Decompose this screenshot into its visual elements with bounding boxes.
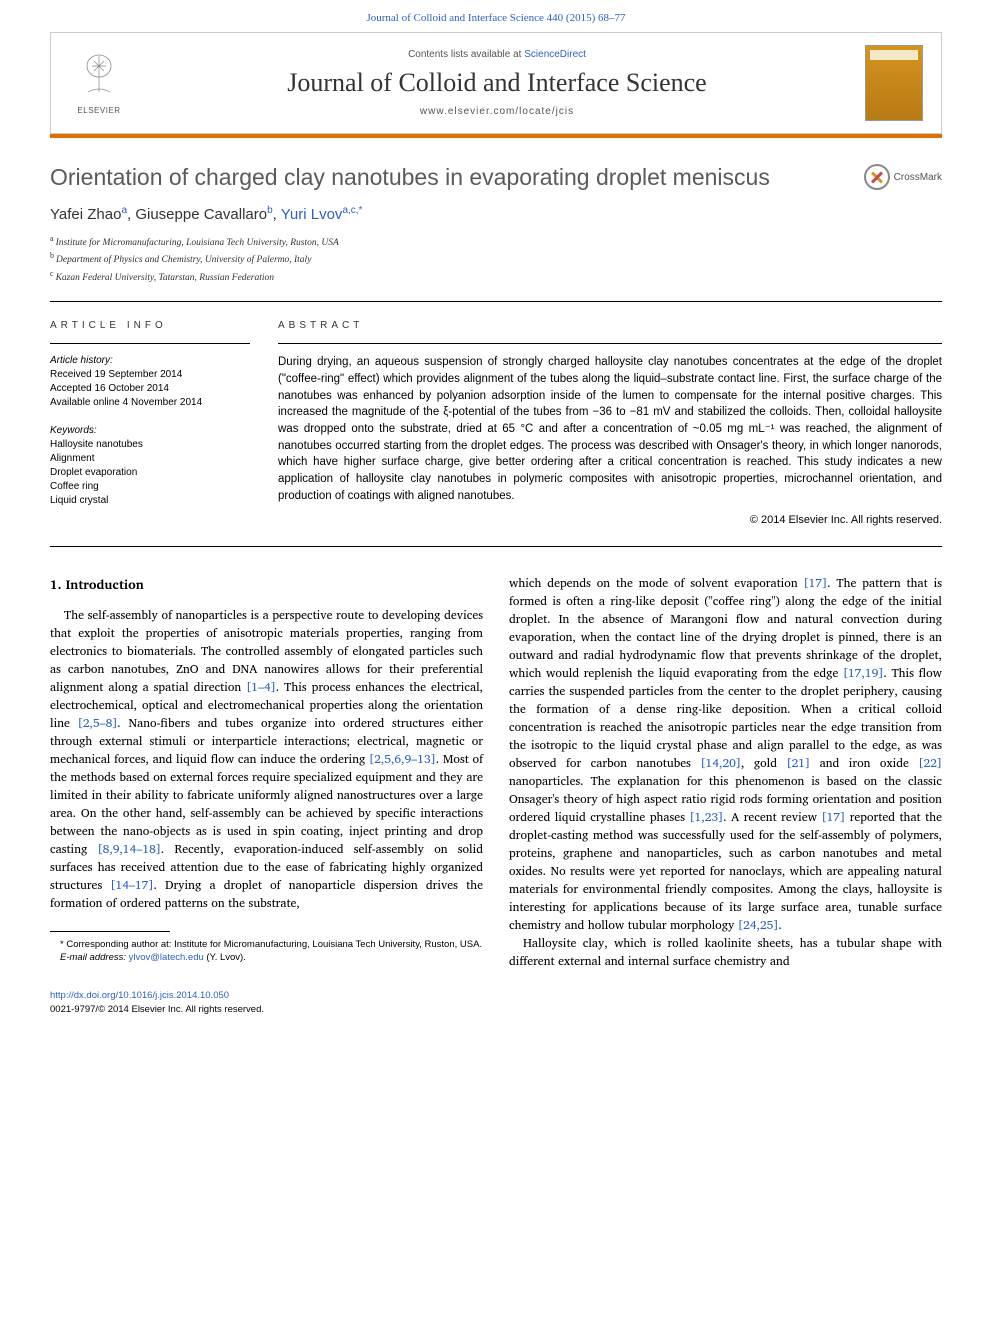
article-info-column: ARTICLE INFO Article history: Received 1… bbox=[50, 320, 250, 526]
body-paragraph: Halloysite clay, which is rolled kaolini… bbox=[509, 935, 942, 971]
publisher-banner: ELSEVIER Contents lists available at Sci… bbox=[50, 32, 942, 134]
ref-link[interactable]: [21] bbox=[786, 754, 810, 773]
ref-link[interactable]: [1–4] bbox=[246, 678, 276, 697]
abstract-copyright: © 2014 Elsevier Inc. All rights reserved… bbox=[278, 514, 942, 526]
ref-link[interactable]: [2,5,6,9–13] bbox=[369, 750, 436, 769]
article-history: Article history: Received 19 September 2… bbox=[50, 354, 250, 410]
issn-copyright: 0021-9797/© 2014 Elsevier Inc. All right… bbox=[50, 1003, 942, 1016]
banner-center: Contents lists available at ScienceDirec… bbox=[129, 49, 865, 117]
elsevier-tree-icon bbox=[78, 52, 120, 106]
author-affil-sup: a,c,* bbox=[342, 205, 362, 216]
journal-url: www.elsevier.com/locate/jcis bbox=[129, 106, 865, 117]
article-title-row: Orientation of charged clay nanotubes in… bbox=[50, 164, 942, 191]
ref-link[interactable]: [22] bbox=[918, 754, 942, 773]
body-text: . bbox=[778, 916, 781, 935]
rule-top bbox=[50, 301, 942, 302]
ref-link[interactable]: [17,19] bbox=[843, 664, 884, 683]
sciencedirect-link[interactable]: ScienceDirect bbox=[524, 49, 586, 60]
ref-link[interactable]: [14,20] bbox=[700, 754, 741, 773]
abstract-heading: ABSTRACT bbox=[278, 320, 942, 331]
article-title: Orientation of charged clay nanotubes in… bbox=[50, 164, 770, 191]
accent-bar bbox=[50, 134, 942, 138]
history-line: Received 19 September 2014 bbox=[50, 368, 250, 382]
ref-link[interactable]: [8,9,14–18] bbox=[98, 840, 161, 859]
elsevier-logo: ELSEVIER bbox=[69, 48, 129, 118]
ref-link[interactable]: [2,5–8] bbox=[78, 714, 118, 733]
affiliation: a Institute for Micromanufacturing, Loui… bbox=[50, 233, 942, 250]
keyword: Liquid crystal bbox=[50, 494, 250, 508]
abstract-text: During drying, an aqueous suspension of … bbox=[278, 354, 942, 504]
email-label: E-mail address: bbox=[60, 952, 129, 963]
history-label: Article history: bbox=[50, 354, 250, 368]
affiliation: c Kazan Federal University, Tatarstan, R… bbox=[50, 268, 942, 285]
author-affil-sup: a bbox=[121, 205, 127, 216]
article-header: Orientation of charged clay nanotubes in… bbox=[50, 164, 942, 285]
crossmark-icon bbox=[864, 164, 890, 190]
author-name: Giuseppe Cavallaro bbox=[135, 206, 267, 223]
body-text: . A recent review bbox=[723, 808, 821, 827]
footnote-rule bbox=[50, 931, 170, 932]
journal-cover-thumbnail bbox=[865, 45, 923, 121]
history-line: Accepted 16 October 2014 bbox=[50, 382, 250, 396]
contents-prefix: Contents lists available at bbox=[408, 49, 524, 60]
crossmark-label: CrossMark bbox=[894, 172, 942, 183]
body-text: and iron oxide bbox=[810, 754, 918, 773]
body-text: reported that the droplet-casting method… bbox=[509, 808, 942, 935]
section-heading: 1. Introduction bbox=[50, 575, 483, 595]
author-affil-sup: b bbox=[267, 205, 273, 216]
keyword: Halloysite nanotubes bbox=[50, 438, 250, 452]
author-name: Yafei Zhao bbox=[50, 206, 121, 223]
email-link[interactable]: ylvov@latech.edu bbox=[129, 952, 204, 963]
body-paragraph: which depends on the mode of solvent eva… bbox=[509, 575, 942, 935]
keyword: Alignment bbox=[50, 452, 250, 466]
abstract-rule bbox=[278, 343, 942, 344]
rule-bottom bbox=[50, 546, 942, 547]
crossmark-badge[interactable]: CrossMark bbox=[864, 164, 942, 190]
doi-link[interactable]: http://dx.doi.org/10.1016/j.jcis.2014.10… bbox=[50, 990, 229, 1001]
ref-link[interactable]: [14–17] bbox=[110, 876, 153, 895]
body-columns: 1. Introduction The self-assembly of nan… bbox=[50, 575, 942, 971]
affiliation-list: a Institute for Micromanufacturing, Loui… bbox=[50, 233, 942, 285]
body-column-right: which depends on the mode of solvent eva… bbox=[509, 575, 942, 971]
keywords-label: Keywords: bbox=[50, 424, 250, 438]
abstract-column: ABSTRACT During drying, an aqueous suspe… bbox=[278, 320, 942, 526]
email-footnote: E-mail address: ylvov@latech.edu (Y. Lvo… bbox=[50, 951, 483, 964]
article-info-heading: ARTICLE INFO bbox=[50, 320, 250, 331]
keywords-block: Keywords: Halloysite nanotubes Alignment… bbox=[50, 424, 250, 508]
body-column-left: 1. Introduction The self-assembly of nan… bbox=[50, 575, 483, 971]
header-citation: Journal of Colloid and Interface Science… bbox=[0, 0, 992, 32]
contents-available: Contents lists available at ScienceDirec… bbox=[129, 49, 865, 60]
ref-link[interactable]: [17] bbox=[822, 808, 846, 827]
body-text: which depends on the mode of solvent eva… bbox=[509, 574, 804, 593]
body-text: , gold bbox=[741, 754, 786, 773]
journal-name: Journal of Colloid and Interface Science bbox=[129, 68, 865, 98]
ref-link[interactable]: [1,23] bbox=[689, 808, 723, 827]
email-suffix: (Y. Lvov). bbox=[204, 952, 246, 963]
info-abstract-row: ARTICLE INFO Article history: Received 1… bbox=[50, 320, 942, 526]
corresponding-author-footnote: * Corresponding author at: Institute for… bbox=[50, 938, 483, 951]
info-rule bbox=[50, 343, 250, 344]
keyword: Coffee ring bbox=[50, 480, 250, 494]
history-line: Available online 4 November 2014 bbox=[50, 396, 250, 410]
affiliation: b Department of Physics and Chemistry, U… bbox=[50, 250, 942, 267]
ref-link[interactable]: [17] bbox=[804, 574, 828, 593]
ref-link[interactable]: [24,25] bbox=[738, 916, 779, 935]
author-name[interactable]: Yuri Lvov bbox=[281, 206, 343, 223]
keyword: Droplet evaporation bbox=[50, 466, 250, 480]
body-paragraph: The self-assembly of nanoparticles is a … bbox=[50, 607, 483, 913]
footer-meta: http://dx.doi.org/10.1016/j.jcis.2014.10… bbox=[50, 989, 942, 1016]
elsevier-label: ELSEVIER bbox=[77, 106, 120, 115]
author-list: Yafei Zhaoa, Giuseppe Cavallarob, Yuri L… bbox=[50, 205, 942, 223]
